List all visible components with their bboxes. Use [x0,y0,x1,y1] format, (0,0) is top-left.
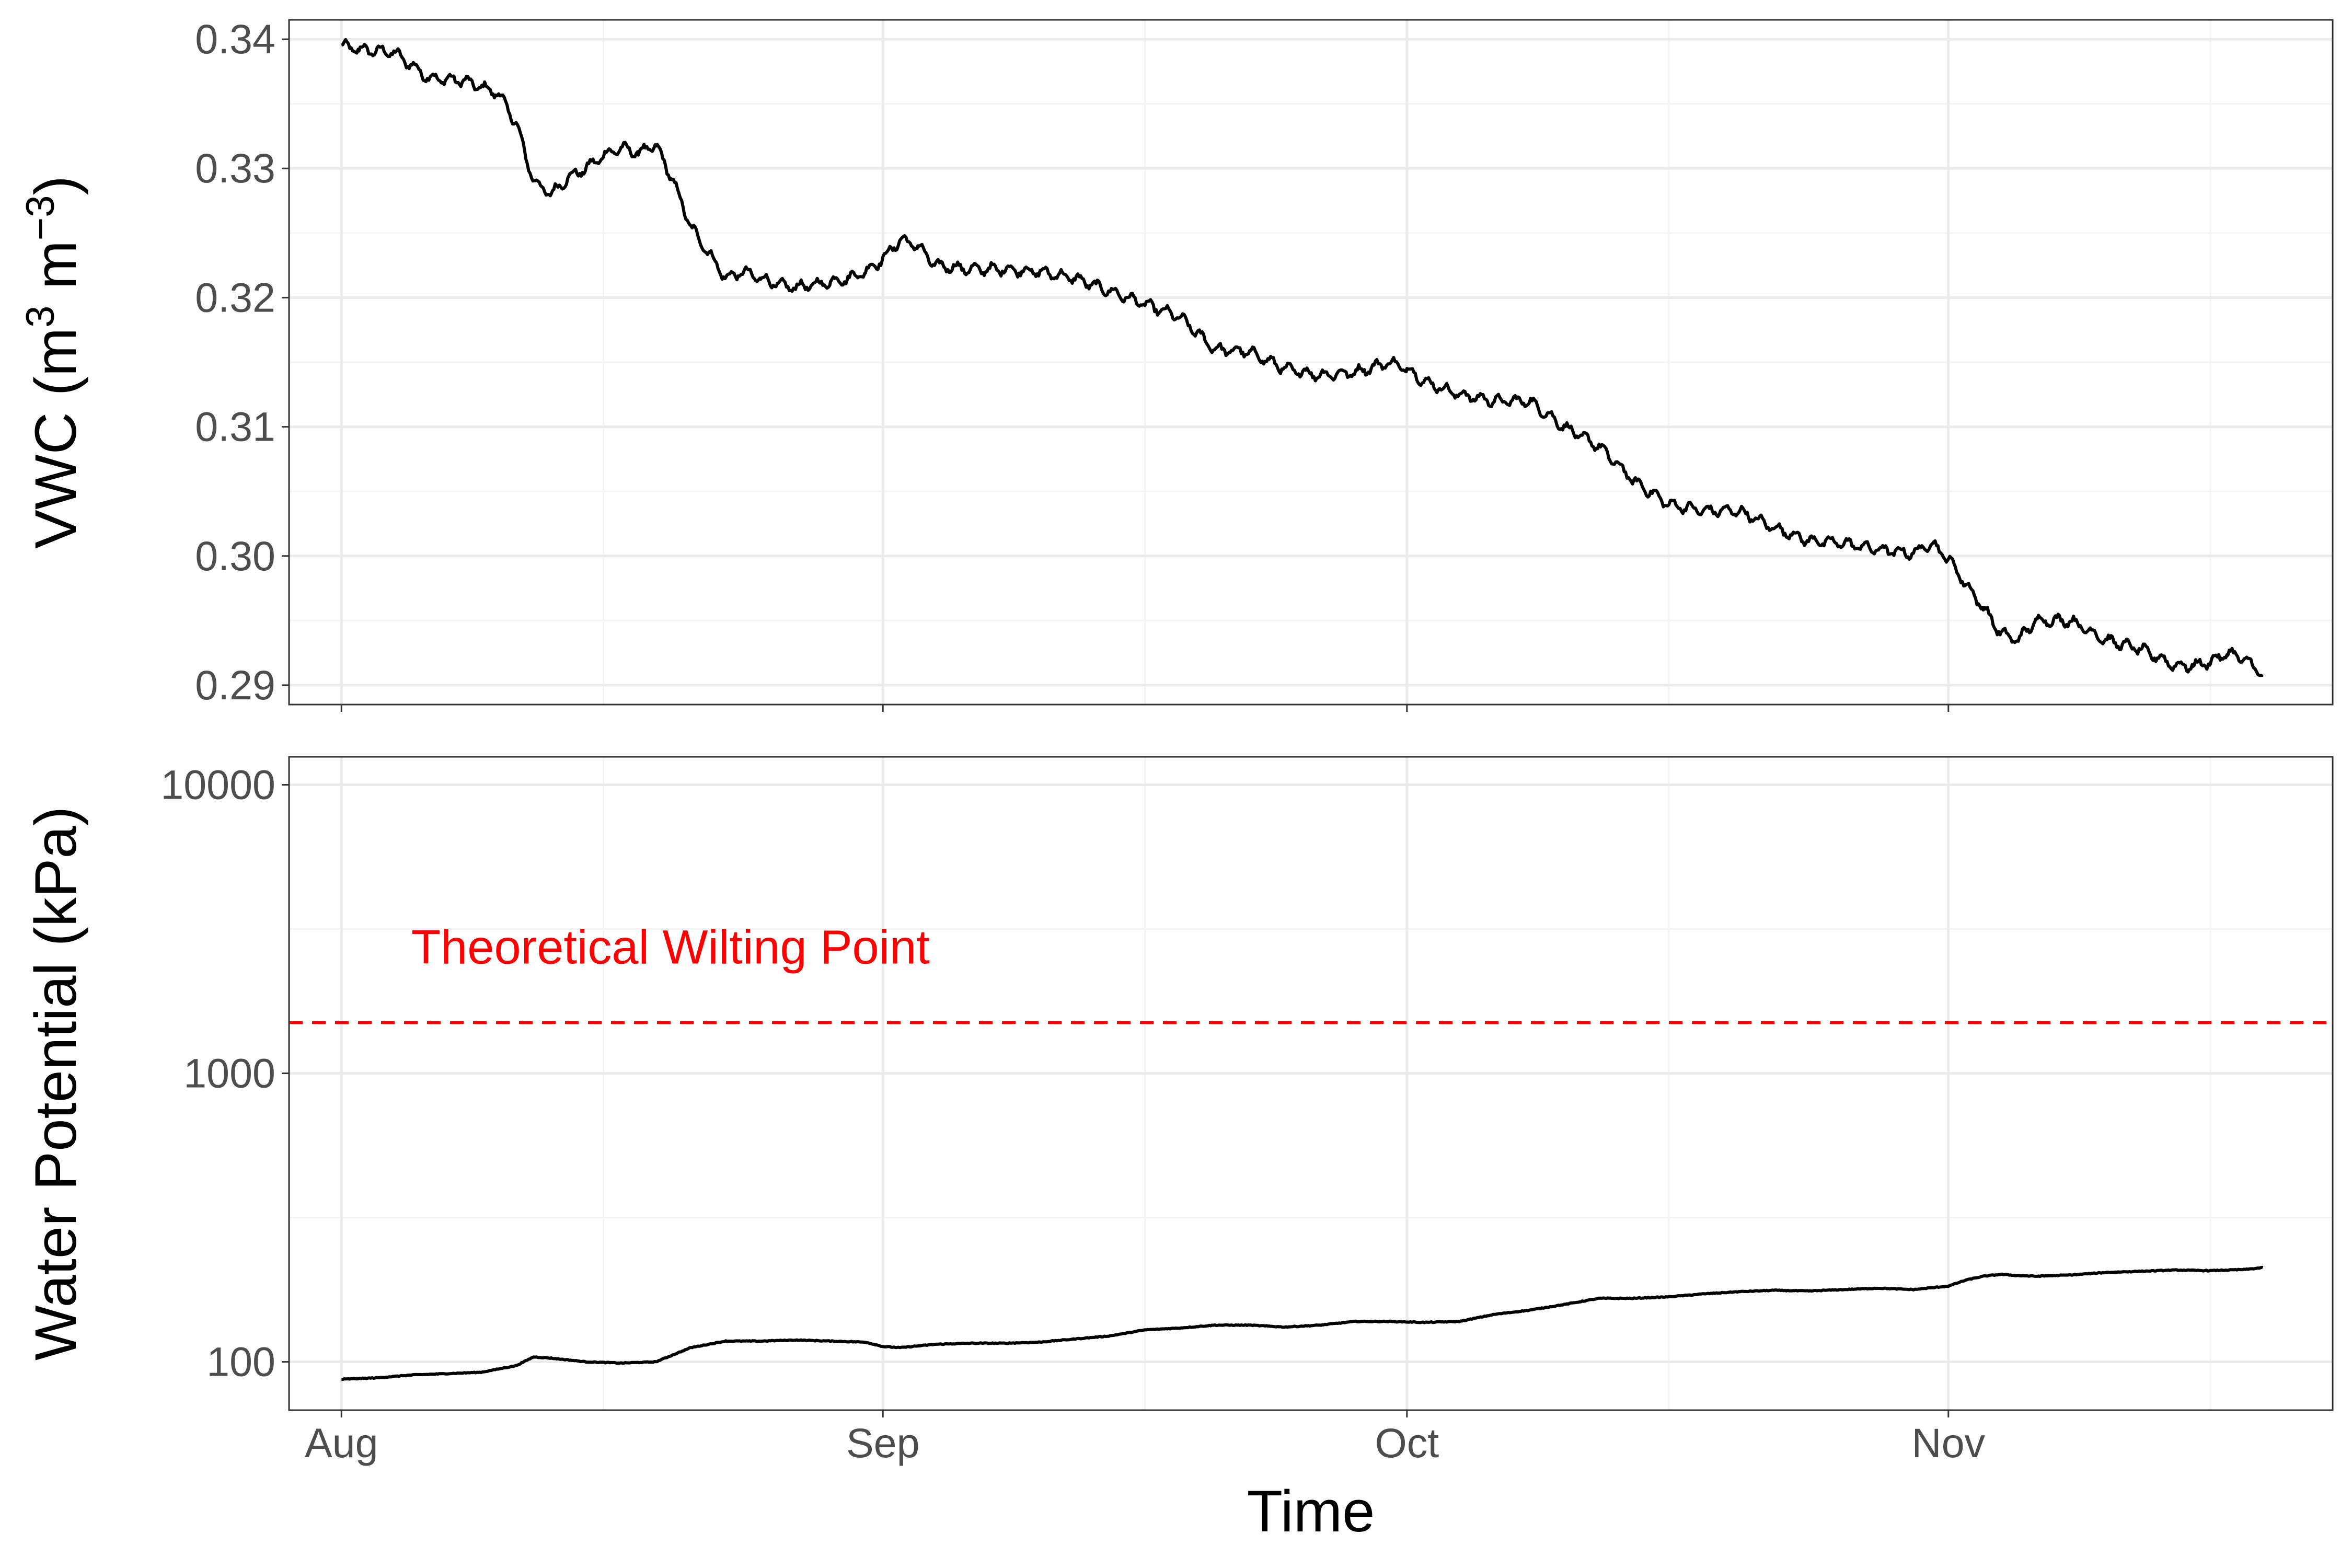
vwc-y-tick-label: 0.31 [195,403,275,450]
vwc-y-axis-title-close: ) [23,176,88,195]
water-potential-y-tick-label: 1000 [183,1050,275,1097]
vwc-y-axis-ticks: 0.29 0.30 0.31 0.32 0.33 0.34 [195,16,289,708]
vwc-y-axis-title-exponent-1: 3 [18,306,63,328]
x-tick-label: Nov [1912,1420,1986,1466]
water-potential-y-tick-label: 10000 [160,761,275,808]
water-potential-y-tick-label: 100 [206,1339,275,1385]
vwc-panel: 0.29 0.30 0.31 0.32 0.33 0.34 VWC (m3 m−3) [18,16,2334,712]
vwc-y-tick-label: 0.34 [195,16,275,62]
vwc-y-axis-title-text: VWC (m [23,328,88,549]
x-axis-ticks: Aug Sep Oct Nov [305,1410,1986,1466]
vwc-y-tick-label: 0.32 [195,274,275,320]
x-tick-label: Aug [305,1420,378,1466]
vwc-gridlines [289,20,2333,705]
x-tick-label: Sep [846,1420,920,1466]
water-potential-panel-border [288,756,2334,1411]
x-tick-label: Oct [1375,1420,1439,1466]
water-potential-y-axis-ticks: 100 1000 10000 [160,761,289,1385]
vwc-y-tick-label: 0.29 [195,662,275,708]
water-potential-panel-background [289,757,2333,1410]
vwc-series-line [341,38,2264,677]
vwc-x-axis-ticks [340,705,1950,712]
vwc-y-axis-title: VWC (m3 m−3) [18,176,89,549]
vwc-y-axis-title-exponent-2: −3 [18,195,63,240]
vwc-y-tick-label: 0.33 [195,145,275,191]
vwc-y-tick-label: 0.30 [195,533,275,579]
vwc-panel-border [288,19,2334,706]
vwc-y-axis-title-unit: m [23,240,88,305]
water-potential-gridlines [289,757,2333,1410]
x-axis-title: Time [1247,1479,1375,1544]
wilting-point-label: Theoretical Wilting Point [411,921,930,974]
water-potential-series-line [341,1265,2264,1381]
water-potential-panel: Theoretical Wilting Point 100 1000 10000 A… [23,756,2334,1544]
water-potential-y-axis-title: Water Potential (kPa) [23,806,88,1361]
